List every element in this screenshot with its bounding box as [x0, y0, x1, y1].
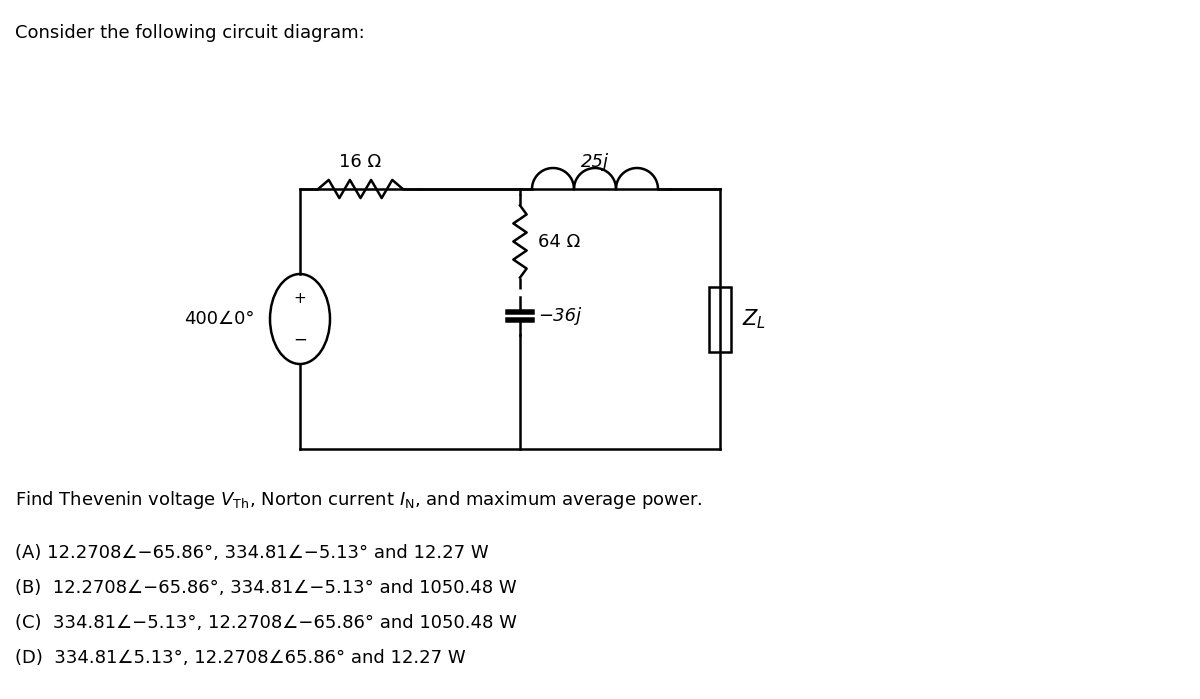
Text: 16 Ω: 16 Ω: [340, 153, 382, 171]
Text: (C)  334.81∠−5.13°, 12.2708∠−65.86° and 1050.48 W: (C) 334.81∠−5.13°, 12.2708∠−65.86° and 1…: [14, 614, 517, 632]
Text: −36j: −36j: [538, 307, 581, 325]
Text: 400∠0°: 400∠0°: [185, 310, 254, 328]
Text: 25j: 25j: [581, 153, 610, 171]
Text: −: −: [293, 330, 307, 348]
Text: Consider the following circuit diagram:: Consider the following circuit diagram:: [14, 24, 365, 42]
Text: Find Thevenin voltage $V_{\mathrm{Th}}$, Norton current $I_{\mathrm{N}}$, and ma: Find Thevenin voltage $V_{\mathrm{Th}}$,…: [14, 489, 702, 511]
Text: 64 Ω: 64 Ω: [538, 233, 581, 250]
Text: (D)  334.81∠5.13°, 12.2708∠65.86° and 12.27 W: (D) 334.81∠5.13°, 12.2708∠65.86° and 12.…: [14, 649, 466, 667]
Text: (A) 12.2708∠−65.86°, 334.81∠−5.13° and 12.27 W: (A) 12.2708∠−65.86°, 334.81∠−5.13° and 1…: [14, 544, 488, 562]
Text: +: +: [294, 291, 306, 306]
Bar: [709, 287, 731, 352]
Text: (B)  12.2708∠−65.86°, 334.81∠−5.13° and 1050.48 W: (B) 12.2708∠−65.86°, 334.81∠−5.13° and 1…: [14, 579, 517, 597]
Text: $Z_L$: $Z_L$: [742, 307, 766, 331]
